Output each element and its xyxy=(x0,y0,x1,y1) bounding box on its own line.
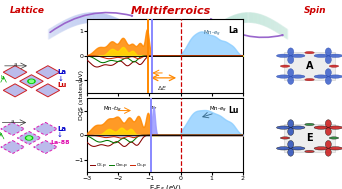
Polygon shape xyxy=(19,75,43,88)
Polygon shape xyxy=(3,84,27,97)
Ellipse shape xyxy=(329,137,339,139)
Ellipse shape xyxy=(325,148,331,156)
Ellipse shape xyxy=(305,123,314,126)
Text: Multiferroics: Multiferroics xyxy=(131,6,211,16)
Ellipse shape xyxy=(325,140,331,148)
Polygon shape xyxy=(34,140,57,154)
Ellipse shape xyxy=(325,56,331,64)
Text: Mn-$e_g$: Mn-$e_g$ xyxy=(203,29,221,39)
Ellipse shape xyxy=(314,75,328,78)
Text: Mn-$e_g$: Mn-$e_g$ xyxy=(209,104,227,115)
Bar xyxy=(284,124,335,152)
Text: a: a xyxy=(11,119,14,124)
Ellipse shape xyxy=(325,48,331,56)
Ellipse shape xyxy=(288,148,294,156)
Ellipse shape xyxy=(291,54,305,57)
Circle shape xyxy=(29,80,34,82)
Text: b: b xyxy=(0,74,4,80)
Ellipse shape xyxy=(288,69,294,77)
Text: a: a xyxy=(13,62,17,67)
Ellipse shape xyxy=(276,147,291,150)
Ellipse shape xyxy=(328,126,342,129)
Text: Mn-$t_{2g}$: Mn-$t_{2g}$ xyxy=(103,104,122,115)
Text: 🏆: 🏆 xyxy=(168,21,174,31)
Ellipse shape xyxy=(329,65,339,67)
Ellipse shape xyxy=(291,126,305,129)
Ellipse shape xyxy=(291,147,305,150)
Ellipse shape xyxy=(276,54,291,57)
Polygon shape xyxy=(36,84,60,97)
Polygon shape xyxy=(36,66,60,79)
Ellipse shape xyxy=(314,54,328,57)
Text: Spin: Spin xyxy=(303,6,326,15)
Ellipse shape xyxy=(325,128,331,136)
Ellipse shape xyxy=(288,140,294,148)
Text: DOS (states/eV): DOS (states/eV) xyxy=(79,70,84,119)
Ellipse shape xyxy=(305,150,314,153)
Legend: O$_f$-p, O$_{as}$-p, O$_s$-p: O$_f$-p, O$_{as}$-p, O$_s$-p xyxy=(89,161,148,170)
Circle shape xyxy=(28,79,35,83)
Text: Orbital: Orbital xyxy=(153,23,189,32)
Ellipse shape xyxy=(325,77,331,84)
Text: ↓: ↓ xyxy=(58,76,64,81)
Ellipse shape xyxy=(328,54,342,57)
Ellipse shape xyxy=(291,75,305,78)
Polygon shape xyxy=(1,122,25,136)
Text: Lu: Lu xyxy=(228,106,238,115)
Text: ↓: ↓ xyxy=(57,132,63,138)
Text: Lu: Lu xyxy=(58,82,67,88)
Ellipse shape xyxy=(305,78,314,81)
Ellipse shape xyxy=(288,77,294,84)
Ellipse shape xyxy=(314,147,328,150)
Bar xyxy=(284,52,335,80)
Ellipse shape xyxy=(314,126,328,129)
Text: E: E xyxy=(306,133,313,143)
Ellipse shape xyxy=(280,137,290,139)
Ellipse shape xyxy=(328,147,342,150)
Ellipse shape xyxy=(325,69,331,77)
Ellipse shape xyxy=(328,75,342,78)
Text: La: La xyxy=(58,69,67,75)
Polygon shape xyxy=(3,66,27,79)
Text: La-88: La-88 xyxy=(50,140,70,145)
Ellipse shape xyxy=(276,75,291,78)
Text: $\Delta E$: $\Delta E$ xyxy=(157,84,167,92)
Text: b: b xyxy=(0,131,1,136)
Text: $w_e$: $w_e$ xyxy=(149,104,158,112)
Ellipse shape xyxy=(288,128,294,136)
Circle shape xyxy=(25,136,33,140)
Polygon shape xyxy=(34,122,57,136)
Ellipse shape xyxy=(325,120,331,128)
Ellipse shape xyxy=(276,126,291,129)
X-axis label: E-E$_F$ (eV): E-E$_F$ (eV) xyxy=(149,183,181,189)
Ellipse shape xyxy=(288,120,294,128)
Text: La: La xyxy=(57,126,66,132)
Ellipse shape xyxy=(305,51,314,54)
Text: La: La xyxy=(228,26,238,35)
FancyArrowPatch shape xyxy=(50,12,132,32)
Ellipse shape xyxy=(288,56,294,64)
FancyArrowPatch shape xyxy=(211,19,283,37)
Circle shape xyxy=(27,137,31,139)
Polygon shape xyxy=(17,131,41,145)
Ellipse shape xyxy=(288,48,294,56)
Text: Lattice: Lattice xyxy=(10,6,45,15)
Text: A: A xyxy=(306,61,313,71)
Polygon shape xyxy=(1,140,25,154)
Ellipse shape xyxy=(280,65,290,67)
